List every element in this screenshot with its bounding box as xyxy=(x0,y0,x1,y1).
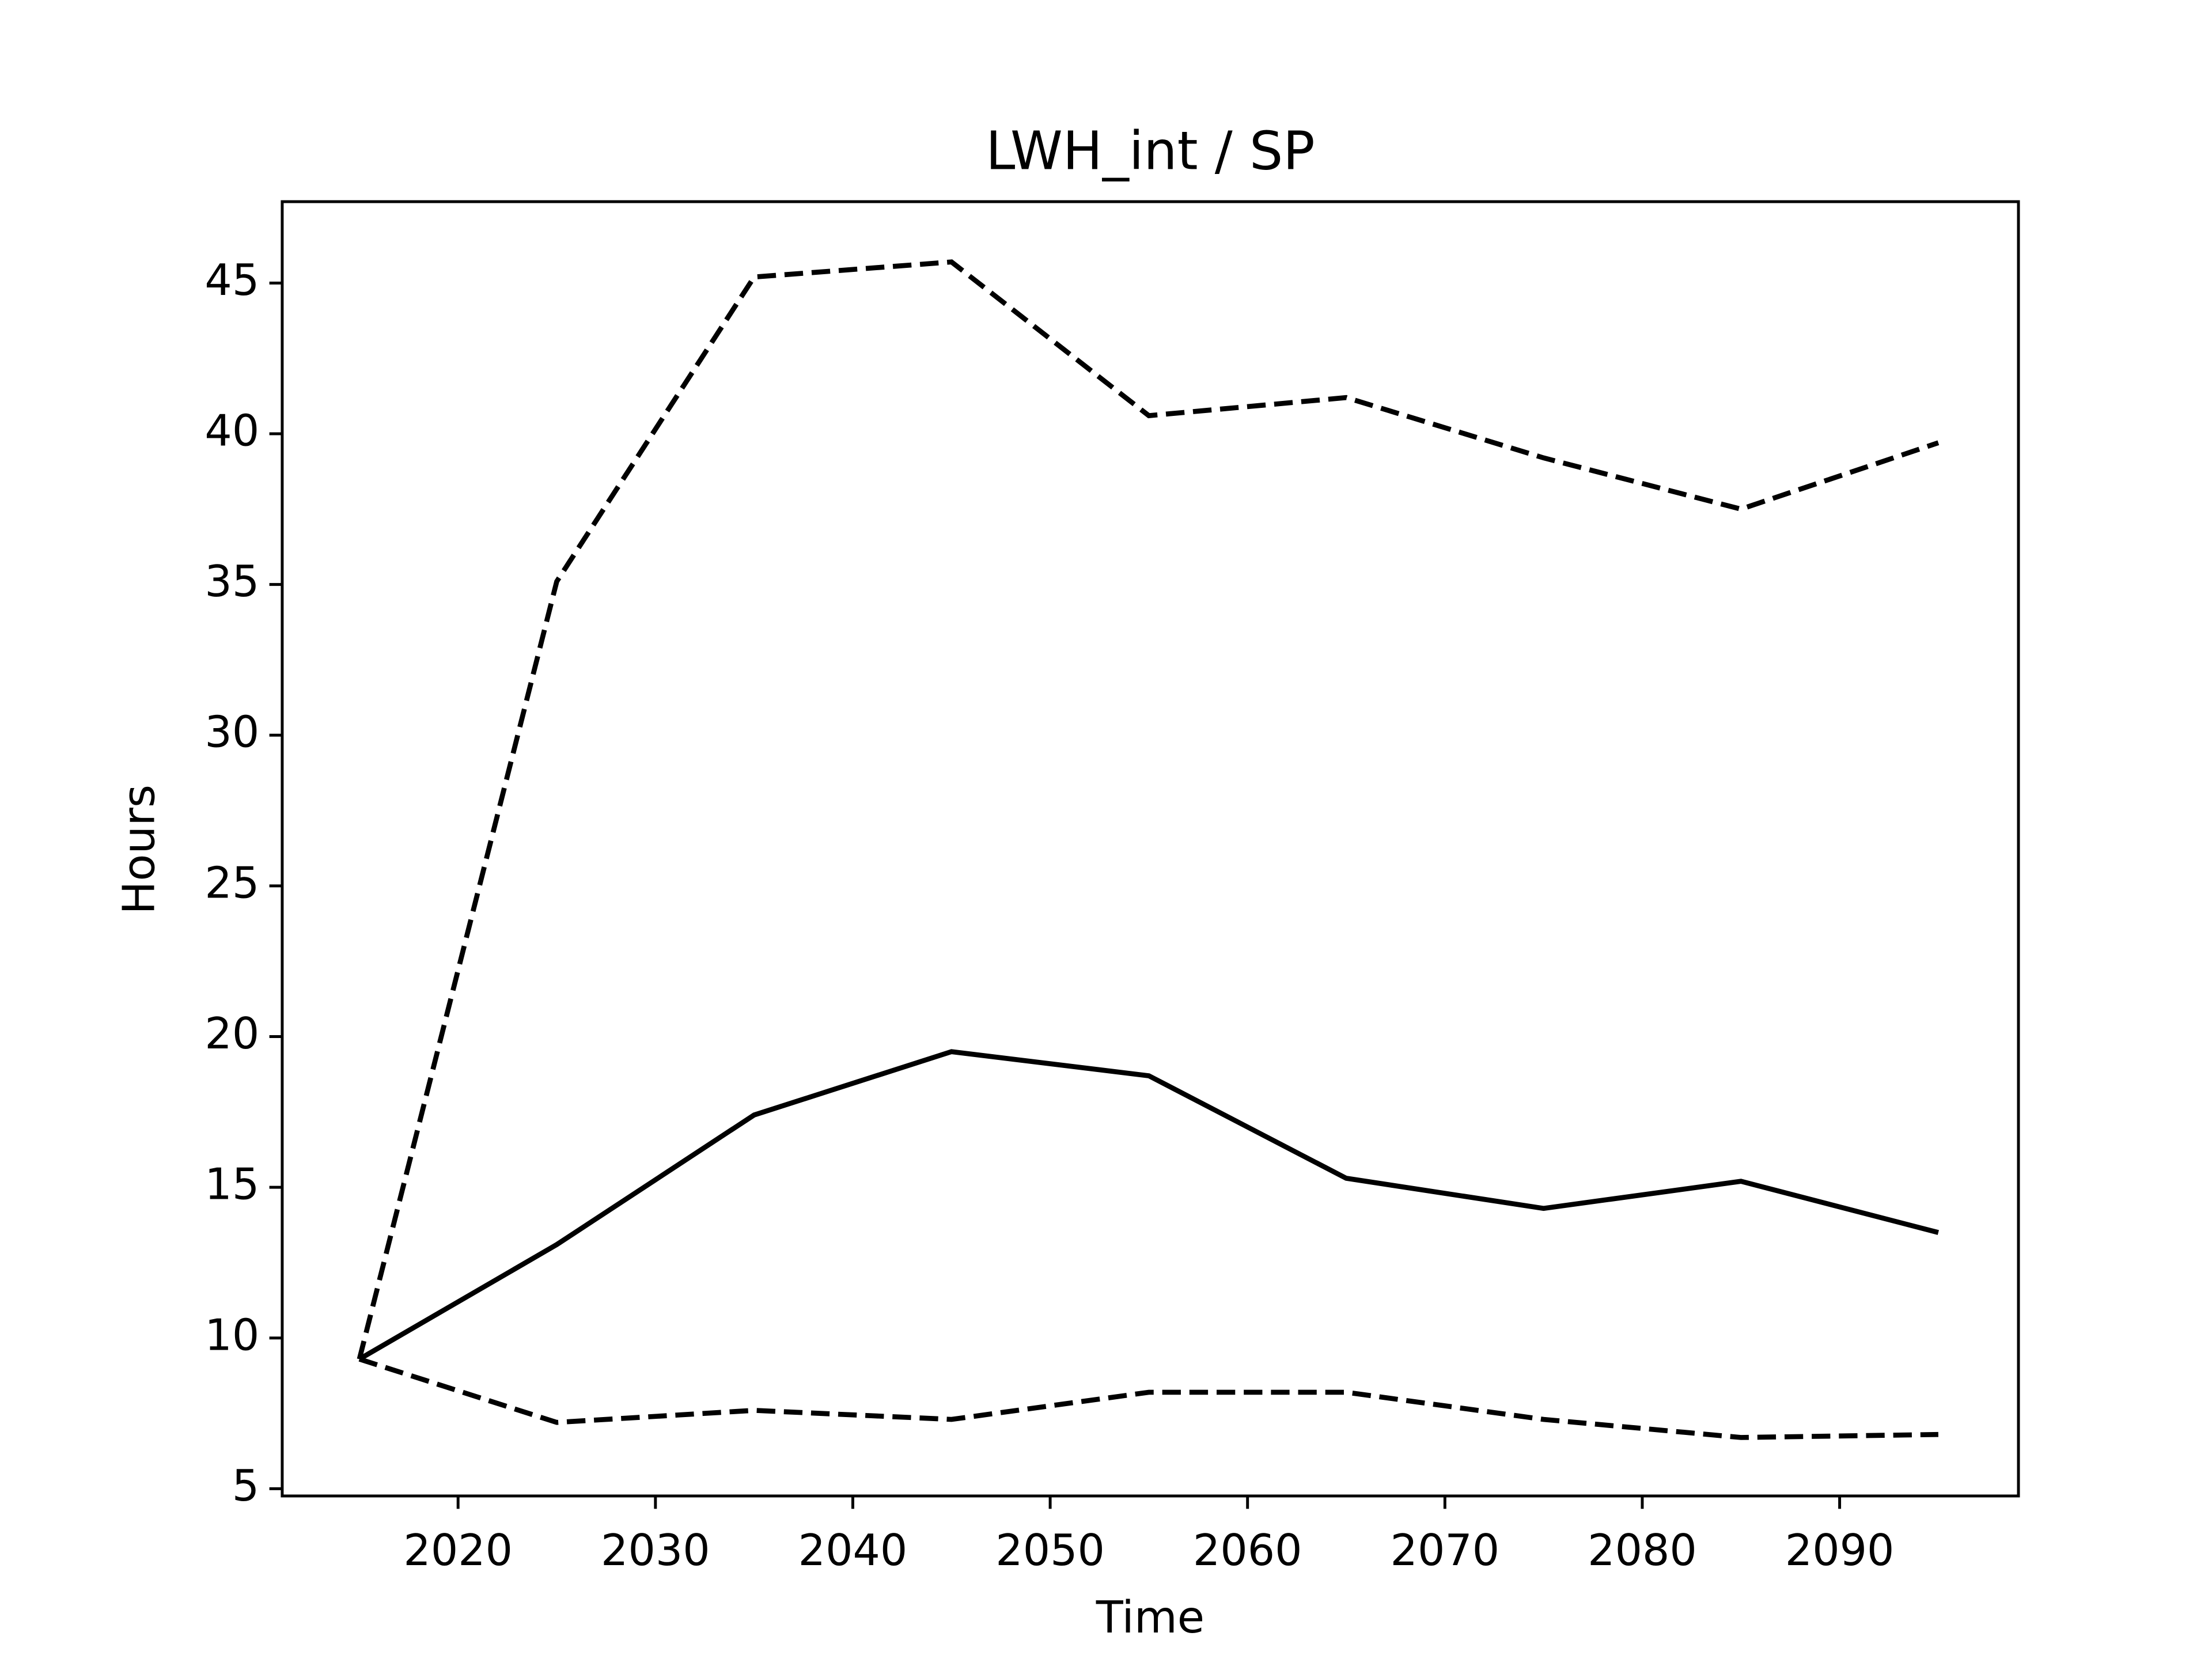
x-tick-label: 2070 xyxy=(1391,1525,1500,1575)
x-tick-label: 2040 xyxy=(798,1525,908,1575)
y-tick-label: 25 xyxy=(204,858,259,908)
line-series xyxy=(357,259,1940,1360)
x-tick-label: 2030 xyxy=(601,1525,710,1575)
line-series xyxy=(358,1357,1938,1440)
y-axis-label: Hours xyxy=(114,785,165,914)
y-tick-label: 10 xyxy=(204,1310,259,1360)
y-tick-label: 20 xyxy=(204,1009,259,1059)
x-tick-label: 2060 xyxy=(1193,1525,1302,1575)
y-tick-label: 40 xyxy=(204,406,259,456)
y-tick-label: 45 xyxy=(204,255,259,305)
x-tick-label: 2050 xyxy=(995,1525,1105,1575)
x-tick-label: 2020 xyxy=(403,1525,513,1575)
plot-frame xyxy=(281,200,2020,1498)
y-tick-label: 5 xyxy=(232,1461,259,1511)
x-axis-label: Time xyxy=(1096,1592,1205,1643)
x-tick-label: 2090 xyxy=(1785,1525,1895,1575)
y-tick-label: 15 xyxy=(204,1160,259,1210)
line-series xyxy=(358,1049,1939,1362)
chart-title: LWH_int / SP xyxy=(986,120,1315,182)
x-tick-label: 2080 xyxy=(1588,1525,1697,1575)
y-tick-label: 30 xyxy=(204,707,259,757)
y-tick-label: 35 xyxy=(204,556,259,607)
